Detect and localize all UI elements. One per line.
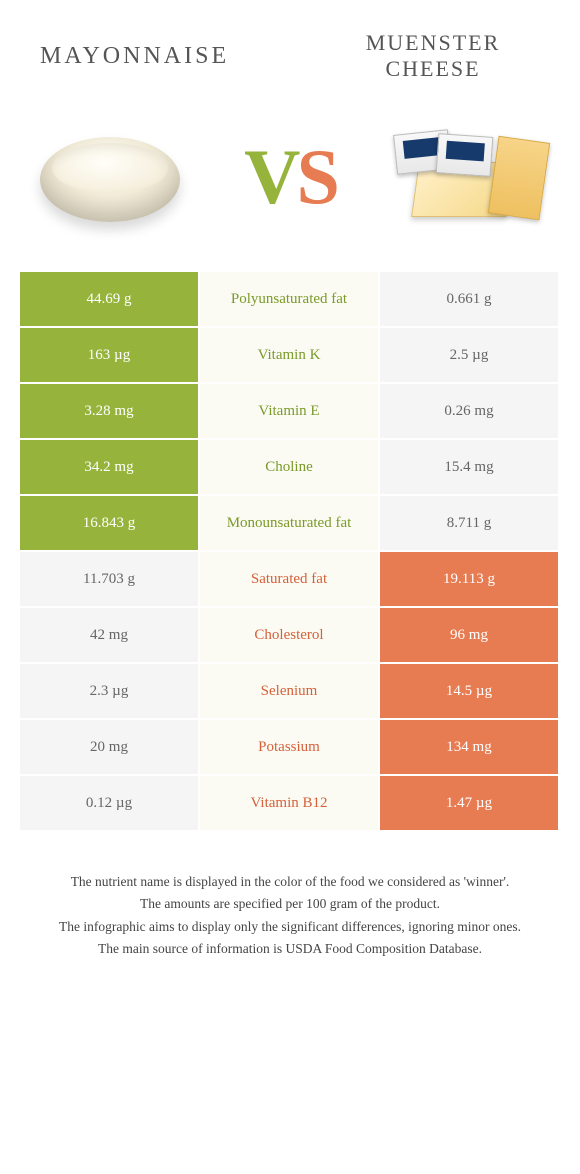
right-value: 2.5 µg	[380, 328, 560, 384]
left-value: 3.28 mg	[20, 384, 200, 440]
vs-v: V	[244, 133, 296, 220]
table-row: 0.12 µgVitamin B121.47 µg	[20, 776, 560, 832]
left-value: 42 mg	[20, 608, 200, 664]
table-row: 11.703 gSaturated fat19.113 g	[20, 552, 560, 608]
footer-line-2: The amounts are specified per 100 gram o…	[45, 894, 535, 914]
nutrient-name: Vitamin B12	[200, 776, 380, 832]
table-row: 20 mgPotassium134 mg	[20, 720, 560, 776]
table-row: 42 mgCholesterol96 mg	[20, 608, 560, 664]
right-value: 1.47 µg	[380, 776, 560, 832]
right-title: MUENSTER CHEESE	[316, 30, 550, 82]
right-value: 96 mg	[380, 608, 560, 664]
footer-notes: The nutrient name is displayed in the co…	[0, 832, 580, 959]
nutrient-table: 44.69 gPolyunsaturated fat0.661 g163 µgV…	[20, 272, 560, 832]
left-value: 11.703 g	[20, 552, 200, 608]
left-value: 0.12 µg	[20, 776, 200, 832]
footer-line-3: The infographic aims to display only the…	[45, 917, 535, 937]
table-row: 163 µgVitamin K2.5 µg	[20, 328, 560, 384]
nutrient-name: Monounsaturated fat	[200, 496, 380, 552]
left-value: 44.69 g	[20, 272, 200, 328]
table-row: 16.843 gMonounsaturated fat8.711 g	[20, 496, 560, 552]
nutrient-name: Vitamin K	[200, 328, 380, 384]
right-value: 0.26 mg	[380, 384, 560, 440]
nutrient-name: Potassium	[200, 720, 380, 776]
image-row: VS	[0, 92, 580, 272]
right-value: 19.113 g	[380, 552, 560, 608]
right-value: 15.4 mg	[380, 440, 560, 496]
nutrient-name: Choline	[200, 440, 380, 496]
left-value: 16.843 g	[20, 496, 200, 552]
left-value: 20 mg	[20, 720, 200, 776]
nutrient-name: Polyunsaturated fat	[200, 272, 380, 328]
table-row: 44.69 gPolyunsaturated fat0.661 g	[20, 272, 560, 328]
nutrient-name: Selenium	[200, 664, 380, 720]
mayonnaise-image	[25, 107, 195, 247]
right-value: 8.711 g	[380, 496, 560, 552]
header: MAYONNAISE MUENSTER CHEESE	[0, 0, 580, 92]
vs-s: S	[296, 133, 335, 220]
right-value: 14.5 µg	[380, 664, 560, 720]
left-value: 34.2 mg	[20, 440, 200, 496]
cheese-image	[385, 107, 555, 247]
nutrient-name: Vitamin E	[200, 384, 380, 440]
right-value: 0.661 g	[380, 272, 560, 328]
nutrient-name: Cholesterol	[200, 608, 380, 664]
left-title: MAYONNAISE	[30, 43, 264, 70]
footer-line-1: The nutrient name is displayed in the co…	[45, 872, 535, 892]
left-value: 2.3 µg	[20, 664, 200, 720]
nutrient-name: Saturated fat	[200, 552, 380, 608]
table-row: 3.28 mgVitamin E0.26 mg	[20, 384, 560, 440]
left-value: 163 µg	[20, 328, 200, 384]
right-value: 134 mg	[380, 720, 560, 776]
footer-line-4: The main source of information is USDA F…	[45, 939, 535, 959]
table-row: 34.2 mgCholine15.4 mg	[20, 440, 560, 496]
table-row: 2.3 µgSelenium14.5 µg	[20, 664, 560, 720]
vs-label: VS	[244, 132, 336, 222]
